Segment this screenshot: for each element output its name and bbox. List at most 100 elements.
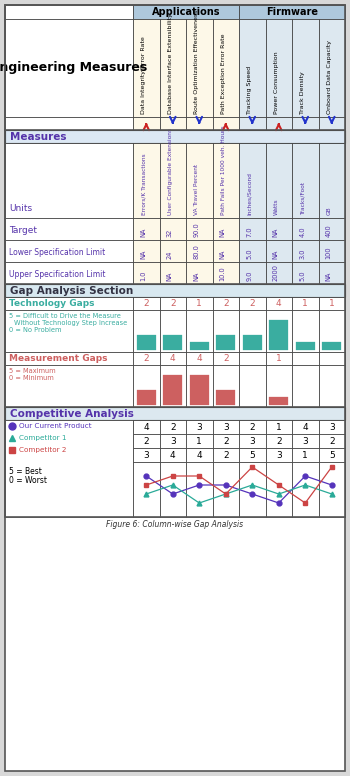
Text: 2: 2 bbox=[144, 354, 149, 363]
Text: Upper Specification Limit: Upper Specification Limit bbox=[9, 270, 105, 279]
Text: Competitive Analysis: Competitive Analysis bbox=[10, 409, 134, 419]
Text: 2: 2 bbox=[223, 354, 229, 363]
Bar bbox=[239, 420, 266, 434]
Bar bbox=[5, 310, 133, 352]
Text: 0 = Worst: 0 = Worst bbox=[9, 476, 47, 485]
Bar bbox=[292, 262, 318, 284]
Bar bbox=[163, 375, 182, 405]
Bar bbox=[212, 352, 239, 365]
Bar bbox=[5, 262, 133, 284]
Text: Path Exception Error Rate: Path Exception Error Rate bbox=[221, 33, 226, 114]
Bar bbox=[266, 240, 292, 262]
Bar bbox=[239, 218, 266, 240]
Bar bbox=[292, 143, 318, 218]
Bar bbox=[239, 117, 266, 130]
Bar bbox=[292, 352, 318, 365]
Text: 1: 1 bbox=[276, 354, 282, 363]
Text: NA: NA bbox=[326, 272, 332, 281]
Bar bbox=[318, 420, 345, 434]
Bar bbox=[5, 5, 133, 19]
Text: 2: 2 bbox=[144, 299, 149, 308]
Text: 1: 1 bbox=[302, 299, 308, 308]
Text: 0 = Minimum: 0 = Minimum bbox=[9, 375, 54, 381]
Bar bbox=[216, 334, 235, 350]
Text: 1: 1 bbox=[196, 436, 202, 445]
Bar bbox=[160, 352, 186, 365]
Text: VA Travel Percent: VA Travel Percent bbox=[194, 164, 199, 215]
Text: User Configurable Extensions: User Configurable Extensions bbox=[168, 128, 173, 215]
Text: 4: 4 bbox=[196, 354, 202, 363]
Bar bbox=[266, 462, 292, 517]
Bar bbox=[266, 117, 292, 130]
Bar bbox=[318, 352, 345, 365]
Bar bbox=[5, 365, 133, 407]
Bar bbox=[292, 310, 318, 352]
Bar bbox=[322, 342, 341, 350]
Text: 0 = No Problem: 0 = No Problem bbox=[9, 327, 62, 333]
Text: Errors/K Transactions: Errors/K Transactions bbox=[141, 154, 146, 215]
Bar bbox=[318, 240, 345, 262]
Bar bbox=[266, 143, 292, 218]
Text: 2: 2 bbox=[223, 299, 229, 308]
Bar bbox=[5, 130, 345, 143]
Bar bbox=[160, 218, 186, 240]
Text: 1.0: 1.0 bbox=[140, 271, 146, 281]
Bar bbox=[266, 434, 292, 448]
Text: 3: 3 bbox=[170, 436, 176, 445]
Text: 5 = Difficult to Drive the Measure: 5 = Difficult to Drive the Measure bbox=[9, 313, 121, 319]
Bar bbox=[266, 19, 292, 117]
Text: Onboard Data Capacity: Onboard Data Capacity bbox=[327, 40, 332, 114]
Bar bbox=[292, 462, 318, 517]
Bar bbox=[133, 434, 160, 448]
Bar bbox=[296, 342, 315, 350]
Text: 90.0: 90.0 bbox=[193, 222, 199, 237]
Text: 3: 3 bbox=[144, 451, 149, 459]
Text: 5: 5 bbox=[249, 451, 255, 459]
Bar bbox=[318, 19, 345, 117]
Text: Competitor 1: Competitor 1 bbox=[19, 435, 66, 441]
Bar bbox=[160, 19, 186, 117]
Text: Without Technology Step Increase: Without Technology Step Increase bbox=[14, 320, 127, 326]
Bar bbox=[212, 448, 239, 462]
Text: NA: NA bbox=[273, 250, 279, 259]
Text: NA: NA bbox=[167, 272, 173, 281]
Text: 1: 1 bbox=[276, 422, 282, 431]
Text: Path Fails Per 1000 veh. Hours: Path Fails Per 1000 veh. Hours bbox=[221, 126, 226, 215]
Bar bbox=[5, 420, 133, 517]
Text: 2: 2 bbox=[223, 436, 229, 445]
Bar bbox=[266, 448, 292, 462]
Text: NA: NA bbox=[140, 227, 146, 237]
Text: NA: NA bbox=[273, 227, 279, 237]
Bar bbox=[292, 434, 318, 448]
Text: Inches/Second: Inches/Second bbox=[247, 172, 252, 215]
Text: Units: Units bbox=[9, 204, 32, 213]
Bar bbox=[186, 240, 212, 262]
Text: Watts: Watts bbox=[274, 199, 279, 215]
Text: 24: 24 bbox=[167, 251, 173, 259]
Bar bbox=[212, 462, 239, 517]
Bar bbox=[292, 117, 318, 130]
Text: 5 = Maximum: 5 = Maximum bbox=[9, 368, 56, 374]
Bar bbox=[318, 462, 345, 517]
Text: Database Interface Extensibility: Database Interface Extensibility bbox=[168, 13, 173, 114]
Bar bbox=[186, 420, 212, 434]
Bar bbox=[292, 448, 318, 462]
Bar bbox=[5, 297, 133, 310]
Bar bbox=[216, 390, 235, 405]
Bar bbox=[266, 310, 292, 352]
Bar bbox=[5, 420, 133, 434]
Text: 10.0: 10.0 bbox=[220, 266, 226, 281]
Bar bbox=[212, 262, 239, 284]
Bar bbox=[160, 448, 186, 462]
Text: Tracking Speed: Tracking Speed bbox=[247, 66, 252, 114]
Bar bbox=[292, 240, 318, 262]
Bar bbox=[292, 365, 318, 407]
Text: 3: 3 bbox=[276, 451, 282, 459]
Text: 4: 4 bbox=[276, 299, 281, 308]
Bar bbox=[292, 19, 318, 117]
Text: GB: GB bbox=[327, 206, 332, 215]
Bar bbox=[212, 117, 239, 130]
Text: 5.0: 5.0 bbox=[299, 270, 305, 281]
Text: Gap Analysis Section: Gap Analysis Section bbox=[10, 286, 133, 296]
Bar bbox=[239, 19, 266, 117]
